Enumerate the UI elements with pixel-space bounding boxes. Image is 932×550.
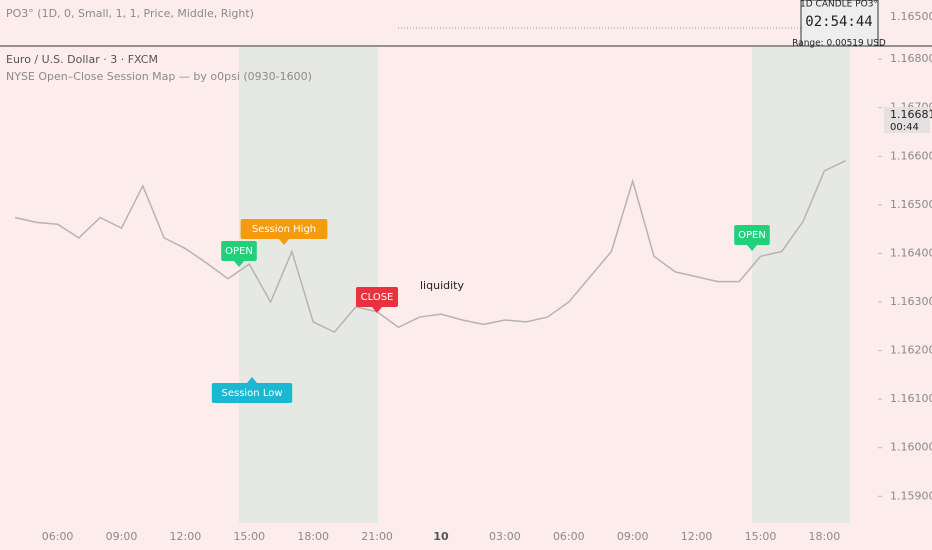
last-price-box	[884, 106, 930, 133]
x-tick-label: 06:00	[553, 530, 585, 543]
annotation: OPEN	[225, 246, 253, 257]
price-line	[14, 159, 847, 334]
y-tick-label: 1.16100	[890, 392, 932, 405]
chart-title: Euro / U.S. Dollar · 3 · FXCM	[6, 53, 158, 66]
annotation-box	[211, 383, 293, 403]
y-tick-label: 1.15900	[890, 489, 932, 502]
x-tick-label: 10	[433, 530, 449, 543]
annotation-box	[356, 287, 398, 307]
y-tick-label: 1.16200	[890, 344, 932, 357]
x-tick-label: 12:00	[681, 530, 713, 543]
x-tick-label: 03:00	[489, 530, 521, 543]
x-tick-label: 06:00	[42, 530, 74, 543]
last-price: 1.16681	[890, 108, 932, 121]
x-tick-label: 09:00	[617, 530, 649, 543]
last-price-timer: 00:44	[890, 122, 919, 133]
annotation-pointer	[234, 261, 244, 267]
chart-subtitle: NYSE Open–Close Session Map — by o0psi (…	[6, 70, 312, 83]
x-tick-label: 09:00	[106, 530, 138, 543]
x-tick-label: 12:00	[170, 530, 202, 543]
annotation-box	[221, 241, 257, 261]
y-tick-label: 1.16800	[890, 52, 932, 65]
annotation-box	[240, 219, 328, 239]
annotation-box	[734, 225, 770, 245]
annotation: CLOSE	[361, 292, 394, 303]
y-tick-label: 1.16400	[890, 246, 932, 259]
y-tick-label: 1.16300	[890, 295, 932, 308]
y-tick-label: 1.16600	[890, 149, 932, 162]
y-tick-label: 1.16500	[890, 198, 932, 211]
annotation: Session High	[252, 224, 316, 235]
indicator-settings: PO3° (1D, 0, Small, 1, 1, Price, Middle,…	[6, 7, 254, 20]
countdown: 02:54:44	[805, 14, 872, 30]
session-shade	[752, 47, 850, 523]
annotation: OPEN	[738, 230, 766, 241]
box-title: 1D CANDLE PO3°	[800, 0, 878, 10]
annotation-pointer	[247, 377, 257, 383]
annotation-pointer	[279, 239, 289, 245]
annotation-pointer	[747, 245, 757, 251]
y-tick-label: 1.16000	[890, 441, 932, 454]
annotation: liquidity	[420, 279, 464, 292]
price-label: 1.16500	[890, 10, 932, 23]
annotation-pointer	[372, 307, 382, 313]
x-tick-label: 18:00	[809, 530, 841, 543]
x-tick-label: 18:00	[297, 530, 329, 543]
x-tick-label: 15:00	[745, 530, 777, 543]
session-shade	[239, 47, 378, 523]
annotation: Session Low	[221, 388, 282, 399]
x-tick-label: 21:00	[361, 530, 393, 543]
x-tick-label: 15:00	[233, 530, 265, 543]
range: Range: 0.00519 USD	[792, 39, 886, 49]
indicator-box	[800, 0, 879, 47]
